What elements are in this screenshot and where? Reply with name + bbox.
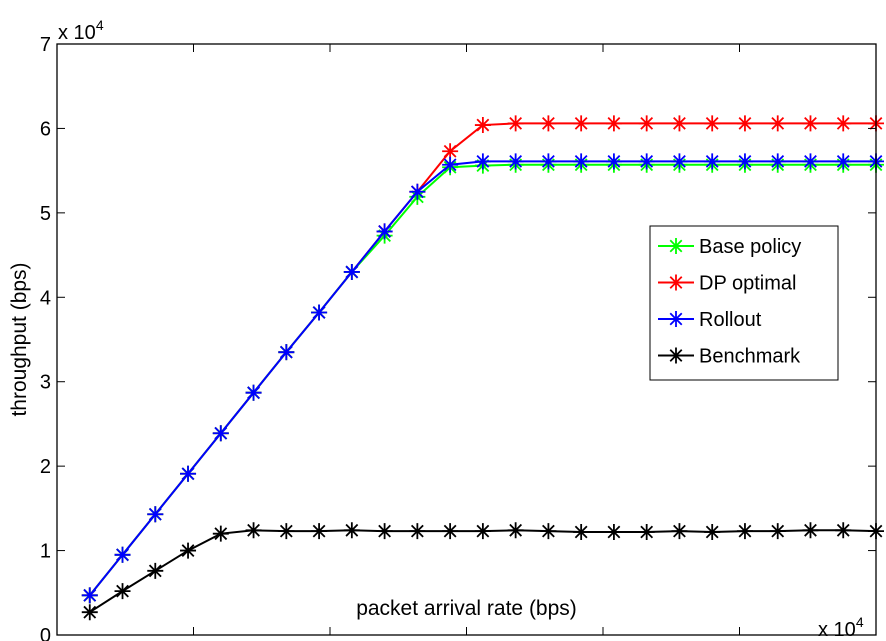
data-point bbox=[573, 523, 590, 540]
data-point bbox=[180, 542, 197, 559]
data-point bbox=[409, 183, 426, 200]
data-point bbox=[573, 115, 590, 132]
data-point bbox=[442, 156, 459, 173]
x-axis-multiplier: x 104 bbox=[818, 614, 864, 641]
data-point bbox=[474, 153, 491, 170]
data-point bbox=[668, 238, 684, 254]
data-point bbox=[573, 153, 590, 170]
data-point bbox=[605, 115, 622, 132]
data-point bbox=[343, 522, 360, 539]
data-point bbox=[442, 523, 459, 540]
data-point bbox=[474, 117, 491, 134]
data-point bbox=[81, 604, 98, 621]
data-point bbox=[736, 523, 753, 540]
y-tick-label: 6 bbox=[40, 118, 51, 140]
data-point bbox=[668, 311, 684, 327]
series-layer bbox=[81, 115, 884, 621]
y-tick-label: 7 bbox=[40, 34, 51, 56]
data-point bbox=[343, 263, 360, 280]
data-point bbox=[835, 522, 852, 539]
data-point bbox=[540, 523, 557, 540]
data-point bbox=[638, 115, 655, 132]
series-rollout bbox=[81, 153, 884, 604]
legend-entry: Rollout bbox=[658, 309, 762, 331]
data-point bbox=[835, 115, 852, 132]
data-point bbox=[736, 115, 753, 132]
data-point bbox=[474, 523, 491, 540]
y-multiplier-base: x 10 bbox=[58, 22, 96, 44]
data-point bbox=[212, 525, 229, 542]
data-point bbox=[835, 153, 852, 170]
data-point bbox=[114, 583, 131, 600]
data-point bbox=[671, 115, 688, 132]
data-point bbox=[409, 523, 426, 540]
x-multiplier-base: x 10 bbox=[818, 619, 856, 641]
data-point bbox=[507, 522, 524, 539]
data-point bbox=[638, 523, 655, 540]
legend-entry: Base policy bbox=[658, 236, 801, 258]
y-tick-label: 1 bbox=[40, 541, 51, 563]
data-point bbox=[278, 344, 295, 361]
legend-entry: Benchmark bbox=[658, 346, 801, 368]
data-point bbox=[278, 523, 295, 540]
x-axis-label: packet arrival rate (bps) bbox=[356, 597, 577, 620]
data-point bbox=[311, 304, 328, 321]
data-point bbox=[376, 523, 393, 540]
data-point bbox=[442, 143, 459, 160]
data-point bbox=[802, 115, 819, 132]
data-point bbox=[736, 153, 753, 170]
data-point bbox=[245, 384, 262, 401]
ticks-layer: 012345601234567 bbox=[40, 34, 877, 641]
data-point bbox=[147, 506, 164, 523]
data-point bbox=[245, 522, 262, 539]
data-point bbox=[311, 523, 328, 540]
y-axis-multiplier: x 104 bbox=[58, 17, 104, 44]
y-tick-label: 4 bbox=[40, 287, 51, 309]
data-point bbox=[769, 153, 786, 170]
data-point bbox=[704, 153, 721, 170]
data-point bbox=[507, 115, 524, 132]
y-tick-label: 2 bbox=[40, 456, 51, 478]
legend-label: Base policy bbox=[699, 236, 801, 258]
legend-label: DP optimal bbox=[699, 273, 796, 295]
data-point bbox=[704, 523, 721, 540]
data-point bbox=[769, 523, 786, 540]
data-point bbox=[376, 223, 393, 240]
data-point bbox=[668, 347, 684, 364]
data-point bbox=[668, 274, 684, 291]
series-benchmark bbox=[81, 522, 884, 621]
data-point bbox=[114, 546, 131, 563]
y-tick-label: 3 bbox=[40, 372, 51, 394]
data-point bbox=[671, 153, 688, 170]
data-point bbox=[802, 522, 819, 539]
data-point bbox=[540, 153, 557, 170]
data-point bbox=[212, 425, 229, 442]
data-point bbox=[540, 115, 557, 132]
legend: Base policy DP optimal Rollout Benchmark bbox=[649, 225, 839, 381]
data-point bbox=[81, 587, 98, 604]
data-point bbox=[147, 562, 164, 579]
legend-label: Rollout bbox=[699, 309, 762, 331]
x-multiplier-exponent: 4 bbox=[856, 614, 864, 630]
legend-label: Benchmark bbox=[699, 346, 801, 368]
data-point bbox=[638, 153, 655, 170]
data-point bbox=[802, 153, 819, 170]
legend-entry: DP optimal bbox=[658, 273, 796, 295]
data-point bbox=[180, 465, 197, 482]
data-point bbox=[769, 115, 786, 132]
data-point bbox=[704, 115, 721, 132]
y-axis-label: throughput (bps) bbox=[8, 262, 31, 416]
y-tick-label: 0 bbox=[40, 625, 51, 641]
data-point bbox=[605, 153, 622, 170]
data-point bbox=[671, 523, 688, 540]
y-multiplier-exponent: 4 bbox=[96, 17, 104, 33]
data-point bbox=[507, 153, 524, 170]
y-tick-label: 5 bbox=[40, 203, 51, 225]
data-point bbox=[605, 523, 622, 540]
